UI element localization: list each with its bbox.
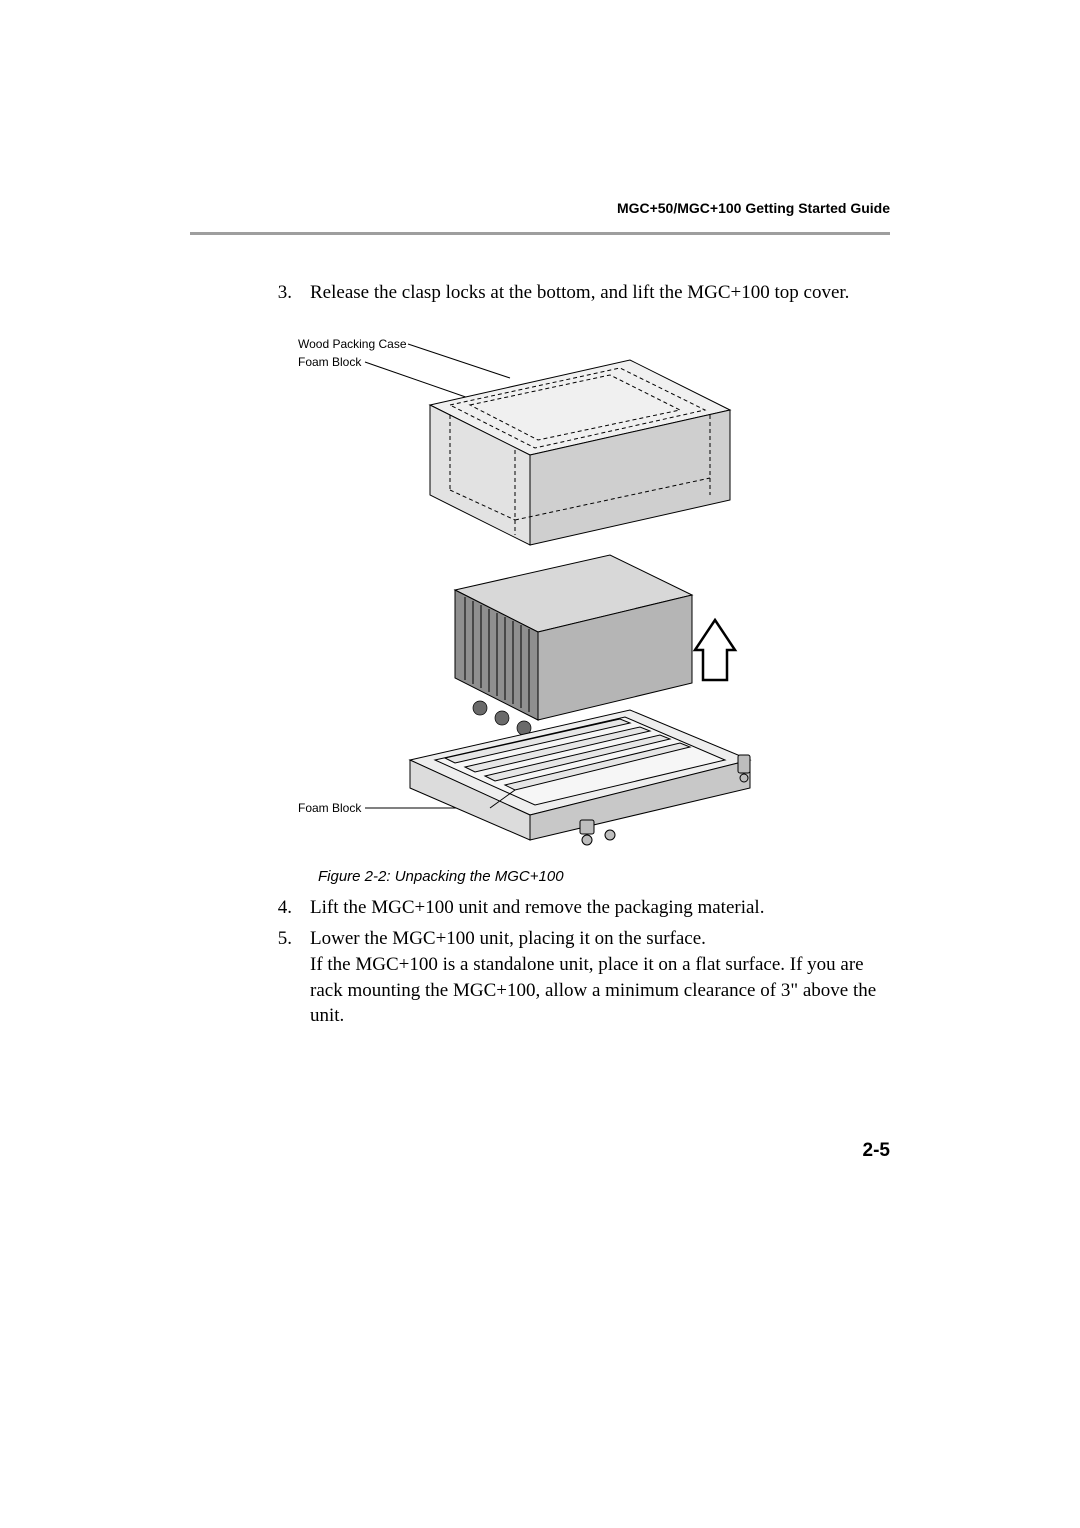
pallet-base [410, 710, 750, 845]
step-5-number: 5. [190, 926, 310, 952]
step-5: 5. Lower the MGC+100 unit, placing it on… [190, 926, 890, 1029]
step-5-text: Lower the MGC+100 unit, placing it on th… [310, 926, 890, 1029]
label-wood-packing-case: Wood Packing Case [298, 337, 407, 351]
page-header-title: MGC+50/MGC+100 Getting Started Guide [617, 200, 890, 216]
label-foam-block-top: Foam Block [298, 355, 362, 369]
header-rule [190, 232, 890, 235]
figure-caption: Figure 2-2: Unpacking the MGC+100 [318, 868, 890, 885]
step-3: 3. Release the clasp locks at the bottom… [190, 280, 890, 306]
top-cover [430, 360, 730, 545]
step-4-text: Lift the MGC+100 unit and remove the pac… [310, 895, 890, 921]
lift-arrow-icon [695, 620, 735, 680]
step-3-text: Release the clasp locks at the bottom, a… [310, 280, 890, 306]
step-3-number: 3. [190, 280, 310, 306]
step-4: 4. Lift the MGC+100 unit and remove the … [190, 895, 890, 921]
figure-2-2: Wood Packing Case Foam Block Foam Block [190, 320, 890, 860]
step-4-number: 4. [190, 895, 310, 921]
page-number: 2-5 [190, 1140, 890, 1162]
label-foam-block-bottom: Foam Block [298, 801, 362, 815]
unpacking-diagram: Wood Packing Case Foam Block Foam Block [280, 320, 800, 860]
